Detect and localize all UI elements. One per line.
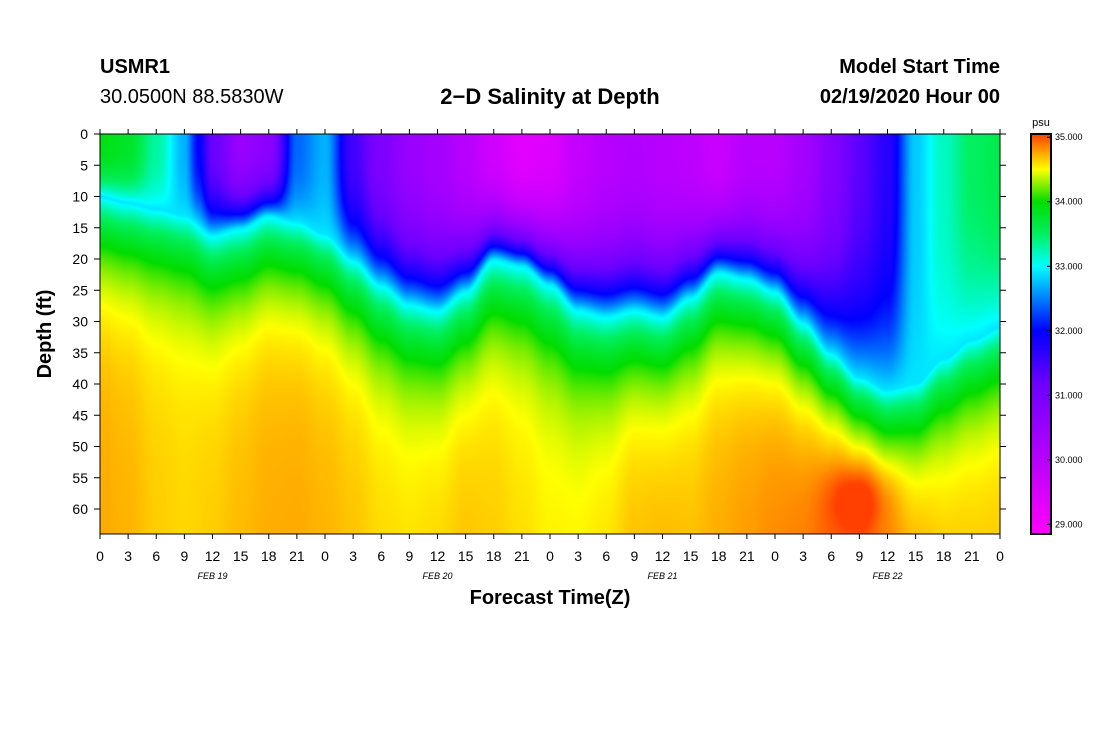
colorbar-tick-label: 32.000: [1055, 326, 1083, 336]
chart-title: 2−D Salinity at Depth: [440, 84, 660, 109]
x-tick-label: 12: [430, 548, 446, 564]
y-tick-label: 40: [72, 376, 88, 392]
colorbar-tick-label: 35.000: [1055, 132, 1083, 142]
x-tick-label: 18: [261, 548, 277, 564]
y-tick-label: 60: [72, 501, 88, 517]
y-axis-label: Depth (ft): [34, 290, 56, 379]
y-tick-label: 30: [72, 314, 88, 330]
x-tick-label: 0: [96, 548, 104, 564]
colorbar-tick-label: 29.000: [1055, 519, 1083, 529]
colorbar-tick-label: 33.000: [1055, 261, 1083, 271]
y-axis: 0 5 10 15 20 25 30 35 40 45 50 55 60: [72, 126, 1006, 517]
x-tick-label: 15: [233, 548, 249, 564]
x-tick-label: 18: [486, 548, 502, 564]
y-tick-label: 50: [72, 439, 88, 455]
x-tick-label: 0: [771, 548, 779, 564]
x-tick-label: 6: [602, 548, 610, 564]
y-tick-label: 25: [72, 282, 88, 298]
x-tick-label: 6: [377, 548, 385, 564]
x-tick-label: 18: [711, 548, 727, 564]
x-tick-label: 6: [827, 548, 835, 564]
x-tick-label: 3: [574, 548, 582, 564]
x-tick-label: 0: [546, 548, 554, 564]
colorbar-tick-label: 30.000: [1055, 455, 1083, 465]
x-tick-label: 3: [349, 548, 357, 564]
y-tick-label: 45: [72, 407, 88, 423]
y-tick-label: 20: [72, 251, 88, 267]
x-tick-label: 9: [180, 548, 188, 564]
x-tick-label: 21: [514, 548, 530, 564]
x-tick-label: 9: [630, 548, 638, 564]
x-tick-label: 6: [152, 548, 160, 564]
x-tick-label: 12: [880, 548, 896, 564]
x-tick-label: 12: [655, 548, 671, 564]
colorbar-tick-label: 34.000: [1055, 197, 1083, 207]
colorbar-unit: psu: [1032, 117, 1050, 129]
model-start-value: 02/19/2020 Hour 00: [819, 86, 1000, 108]
model-start-label: Model Start Time: [839, 56, 1000, 78]
x-tick-label: 12: [205, 548, 221, 564]
colorbar-gradient: [1030, 133, 1052, 535]
x-tick-label: 0: [321, 548, 329, 564]
date-label: FEB 20: [422, 571, 452, 581]
x-tick-label: 9: [855, 548, 863, 564]
x-tick-label: 21: [964, 548, 980, 564]
y-tick-label: 0: [80, 126, 88, 142]
station-id: USMR1: [100, 56, 171, 78]
x-tick-label: 15: [683, 548, 699, 564]
colorbar-tick-label: 31.000: [1055, 390, 1083, 400]
date-label: FEB 19: [197, 571, 227, 581]
x-tick-label: 21: [289, 548, 305, 564]
x-tick-label: 21: [739, 548, 755, 564]
x-tick-label: 9: [405, 548, 413, 564]
plot-area: [99, 133, 1001, 535]
x-tick-label: 3: [799, 548, 807, 564]
y-tick-label: 10: [72, 189, 88, 205]
x-tick-label: 0: [996, 548, 1004, 564]
x-tick-label: 15: [908, 548, 924, 564]
x-tick-label: 15: [458, 548, 474, 564]
date-label: FEB 21: [647, 571, 677, 581]
station-coordinates: 30.0500N 88.5830W: [100, 86, 284, 108]
y-tick-label: 55: [72, 470, 88, 486]
y-tick-label: 35: [72, 345, 88, 361]
x-axis: 0 3 6 9 12 15 18 21 0 3 6 9 12 15 18 21 0 3 6 9 12 15 18 21 0 3 6 9…: [96, 129, 1004, 581]
x-tick-label: 18: [936, 548, 952, 564]
x-tick-label: 3: [124, 548, 132, 564]
colorbar-ticks: 29.000 30.000 31.000 32.000 33.000 34.000 35.0…: [1047, 132, 1083, 529]
x-axis-label: Forecast Time(Z): [470, 587, 631, 609]
y-tick-label: 15: [72, 220, 88, 236]
colorbar: psu 29.000 30.000 31.000 32.000 33.000 34.000…: [1030, 117, 1083, 535]
salinity-heatmap: [100, 134, 1000, 534]
date-label: FEB 22: [872, 571, 902, 581]
y-tick-label: 5: [80, 157, 88, 173]
